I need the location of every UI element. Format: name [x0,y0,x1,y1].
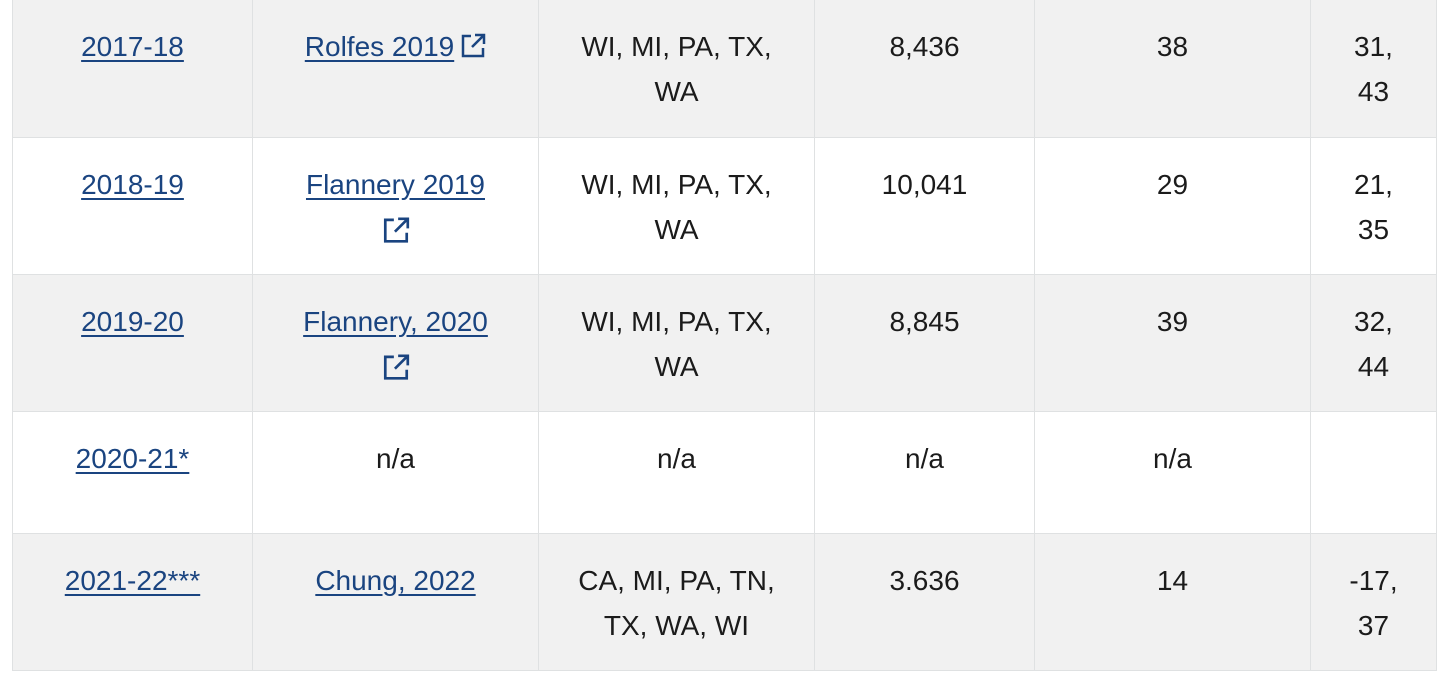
cell: 2018-19 [12,137,253,275]
cell: 32, 44 [1310,274,1437,412]
cell: Flannery 2019 [252,137,539,275]
cell: n/a [1034,411,1311,534]
cell: WI, MI, PA, TX, WA [538,274,815,412]
season-link[interactable]: 2020-21* [75,443,190,474]
cell: 38 [1034,0,1311,138]
data-table: 2017-18 Rolfes 2019 WI, MI, PA, TX, WA 8… [12,0,1437,671]
cell: 3.636 [814,533,1035,671]
cell: 2019-20 [12,274,253,412]
cell: -17, 37 [1310,533,1437,671]
cell: 2017-18 [12,0,253,138]
cell: 39 [1034,274,1311,412]
cell: 14 [1034,533,1311,671]
cell: 2020-21* [12,411,253,534]
external-link-icon [383,217,409,243]
season-link[interactable]: 2019-20 [81,306,184,337]
cell: 10,041 [814,137,1035,275]
cell: 21, 35 [1310,137,1437,275]
cell: WI, MI, PA, TX, WA [538,0,815,138]
cell: Rolfes 2019 [252,0,539,138]
cell [1310,411,1437,534]
cell: n/a [252,411,539,534]
season-link[interactable]: 2018-19 [81,169,184,200]
external-link-icon [383,354,409,380]
table-row: 2021-22*** Chung, 2022 CA, MI, PA, TN, T… [12,533,1437,671]
season-link[interactable]: 2021-22*** [64,565,201,596]
external-link-icon [461,33,486,58]
cell: 8,436 [814,0,1035,138]
reference-link[interactable]: Flannery, 2020 [303,306,488,337]
cell: Flannery, 2020 [252,274,539,412]
reference-link[interactable]: Rolfes 2019 [304,31,455,62]
reference-link[interactable]: Flannery 2019 [305,169,485,200]
cell: n/a [538,411,815,534]
cell: Chung, 2022 [252,533,539,671]
cell: CA, MI, PA, TN, TX, WA, WI [538,533,815,671]
reference-link[interactable]: Chung, 2022 [315,565,476,596]
cell: 8,845 [814,274,1035,412]
table-row: 2017-18 Rolfes 2019 WI, MI, PA, TX, WA 8… [12,0,1437,138]
season-link[interactable]: 2017-18 [81,31,184,62]
cell: n/a [814,411,1035,534]
table-row: 2018-19 Flannery 2019 WI, MI, PA, TX, WA… [12,137,1437,275]
cell: 2021-22*** [12,533,253,671]
cell: WI, MI, PA, TX, WA [538,137,815,275]
table-row: 2019-20 Flannery, 2020 WI, MI, PA, TX, W… [12,274,1437,412]
table-row: 2020-21* n/a n/a n/a n/a [12,411,1437,534]
cell: 29 [1034,137,1311,275]
cell: 31, 43 [1310,0,1437,138]
